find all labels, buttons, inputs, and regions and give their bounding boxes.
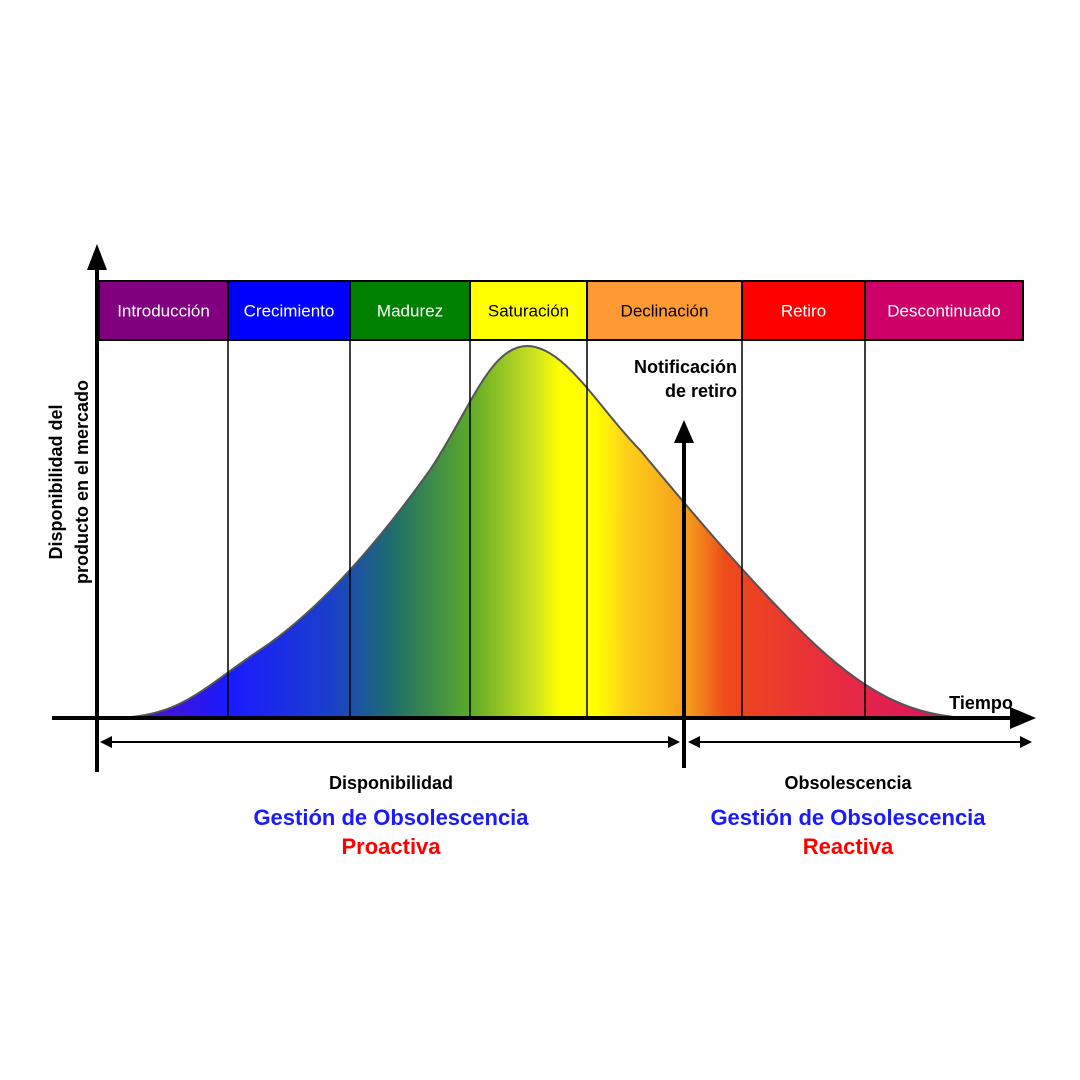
y-axis-label: Disponibilidad del producto en el mercad… [46, 380, 92, 584]
phase-cell-background [349, 280, 471, 341]
phase-label: Introducción [117, 302, 210, 321]
proactive-mgmt-title: Gestión de Obsolescencia [253, 805, 529, 830]
x-axis-arrowhead [1010, 707, 1036, 729]
lifecycle-curve [109, 344, 976, 719]
availability-label: Disponibilidad [329, 773, 453, 793]
phase-label: Retiro [781, 302, 826, 321]
obsolescence-label: Obsolescencia [784, 773, 912, 793]
phase-label: Descontinuado [887, 302, 1000, 321]
y-axis-label-line2: producto en el mercado [72, 380, 92, 584]
phase-cell: Saturación [469, 280, 588, 341]
y-axis-arrowhead [87, 244, 107, 270]
phase-cell: Descontinuado [864, 280, 1024, 341]
phase-cell-background [227, 280, 351, 341]
notification-arrowhead [674, 420, 694, 443]
phase-cell: Introducción [98, 280, 229, 341]
phase-label: Crecimiento [244, 302, 335, 321]
phase-label: Saturación [488, 302, 569, 321]
phase-cell: Retiro [741, 280, 866, 341]
reactive-mgmt-title: Gestión de Obsolescencia [710, 805, 986, 830]
phase-bar: Introducción Crecimiento Madurez Saturación… [98, 280, 1024, 341]
availability-span-left-head [100, 736, 112, 748]
phase-cell: Crecimiento [227, 280, 351, 341]
phase-dividers [227, 340, 866, 718]
notification-label-line2: de retiro [665, 381, 737, 401]
reactive-mgmt-type: Reactiva [803, 834, 894, 859]
phase-cell: Declinación [586, 280, 743, 341]
obsolescence-span-left-head [688, 736, 700, 748]
phase-cell-background [864, 280, 1024, 341]
y-axis-label-line1: Disponibilidad del [46, 404, 66, 559]
availability-span-right-head [668, 736, 680, 748]
phase-cell: Madurez [349, 280, 471, 341]
obsolescence-span-right-head [1020, 736, 1032, 748]
proactive-mgmt-type: Proactiva [341, 834, 441, 859]
phase-label: Madurez [377, 302, 443, 321]
phase-cell-background [741, 280, 866, 341]
x-axis-label: Tiempo [949, 693, 1013, 713]
notification-label-line1: Notificación [634, 357, 737, 377]
phase-cell-background [586, 280, 743, 341]
phase-label: Declinación [621, 302, 709, 321]
